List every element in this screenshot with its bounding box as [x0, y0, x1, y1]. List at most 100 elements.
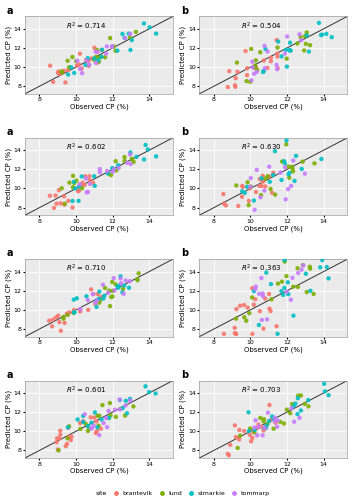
- Point: [76, 182, 82, 190]
- Point: [109, 292, 115, 300]
- Point: [104, 42, 110, 50]
- Point: [61, 200, 67, 208]
- Point: [74, 62, 80, 70]
- Point: [261, 56, 267, 64]
- Point: [265, 48, 270, 56]
- Point: [294, 40, 300, 48]
- Point: [282, 50, 288, 58]
- Point: [284, 288, 289, 296]
- Point: [141, 156, 147, 164]
- Point: [288, 46, 293, 54]
- Point: [281, 157, 287, 165]
- Point: [246, 309, 252, 317]
- Point: [55, 446, 61, 454]
- Point: [102, 284, 108, 292]
- Point: [94, 427, 100, 435]
- Point: [254, 166, 259, 174]
- Point: [67, 178, 72, 186]
- Point: [298, 392, 304, 400]
- Point: [250, 64, 256, 72]
- Text: $R^2$ = 0.630: $R^2$ = 0.630: [241, 142, 281, 153]
- Point: [62, 319, 67, 327]
- Point: [318, 31, 324, 39]
- Point: [279, 176, 284, 184]
- Point: [285, 32, 290, 40]
- Point: [254, 68, 259, 76]
- Point: [300, 158, 305, 166]
- Point: [232, 329, 238, 337]
- Point: [244, 316, 249, 324]
- Point: [255, 66, 260, 74]
- Point: [86, 62, 91, 70]
- Point: [262, 182, 268, 190]
- Point: [89, 424, 94, 432]
- Point: [98, 53, 103, 61]
- Point: [127, 396, 133, 404]
- Point: [252, 64, 257, 72]
- Point: [110, 168, 115, 176]
- Point: [317, 264, 323, 272]
- Point: [114, 46, 120, 54]
- Point: [305, 396, 311, 404]
- Point: [295, 283, 301, 291]
- Point: [55, 312, 61, 320]
- Point: [246, 201, 251, 209]
- Point: [76, 183, 82, 191]
- Point: [260, 432, 265, 440]
- Point: [143, 382, 148, 390]
- Point: [127, 277, 133, 285]
- Point: [263, 424, 268, 432]
- Point: [267, 401, 272, 409]
- Point: [261, 418, 267, 426]
- Point: [65, 66, 71, 74]
- Point: [87, 180, 93, 188]
- Point: [98, 293, 104, 301]
- Point: [90, 179, 96, 187]
- Point: [265, 64, 270, 72]
- Point: [323, 30, 329, 38]
- Point: [288, 296, 294, 304]
- Point: [279, 278, 285, 285]
- Point: [106, 414, 112, 422]
- Point: [248, 174, 253, 182]
- Point: [56, 68, 61, 76]
- Point: [98, 53, 104, 61]
- Point: [232, 422, 238, 430]
- Point: [97, 165, 103, 173]
- Point: [265, 172, 271, 180]
- Point: [233, 330, 239, 338]
- Point: [258, 194, 263, 202]
- Point: [71, 296, 77, 304]
- Point: [66, 63, 72, 71]
- Point: [73, 57, 79, 65]
- Point: [259, 423, 264, 431]
- Point: [262, 64, 268, 72]
- Point: [84, 292, 89, 300]
- Point: [252, 62, 258, 70]
- Point: [295, 394, 301, 402]
- Point: [61, 314, 66, 322]
- Point: [93, 53, 98, 61]
- Point: [252, 206, 257, 214]
- Point: [70, 204, 75, 212]
- Point: [252, 295, 258, 303]
- Point: [237, 432, 243, 440]
- Text: $R^2$ = 0.710: $R^2$ = 0.710: [66, 263, 106, 274]
- Point: [50, 78, 56, 86]
- Point: [251, 287, 257, 295]
- Point: [301, 46, 307, 54]
- Point: [96, 431, 102, 439]
- Point: [59, 68, 65, 76]
- Point: [319, 30, 325, 38]
- Point: [286, 170, 292, 178]
- Point: [66, 432, 72, 440]
- Point: [249, 438, 254, 446]
- Point: [307, 287, 313, 295]
- Point: [47, 62, 53, 70]
- Point: [232, 324, 238, 332]
- Point: [122, 157, 127, 165]
- Point: [49, 322, 55, 330]
- Point: [263, 174, 268, 182]
- Point: [233, 74, 239, 82]
- Text: a: a: [7, 370, 13, 380]
